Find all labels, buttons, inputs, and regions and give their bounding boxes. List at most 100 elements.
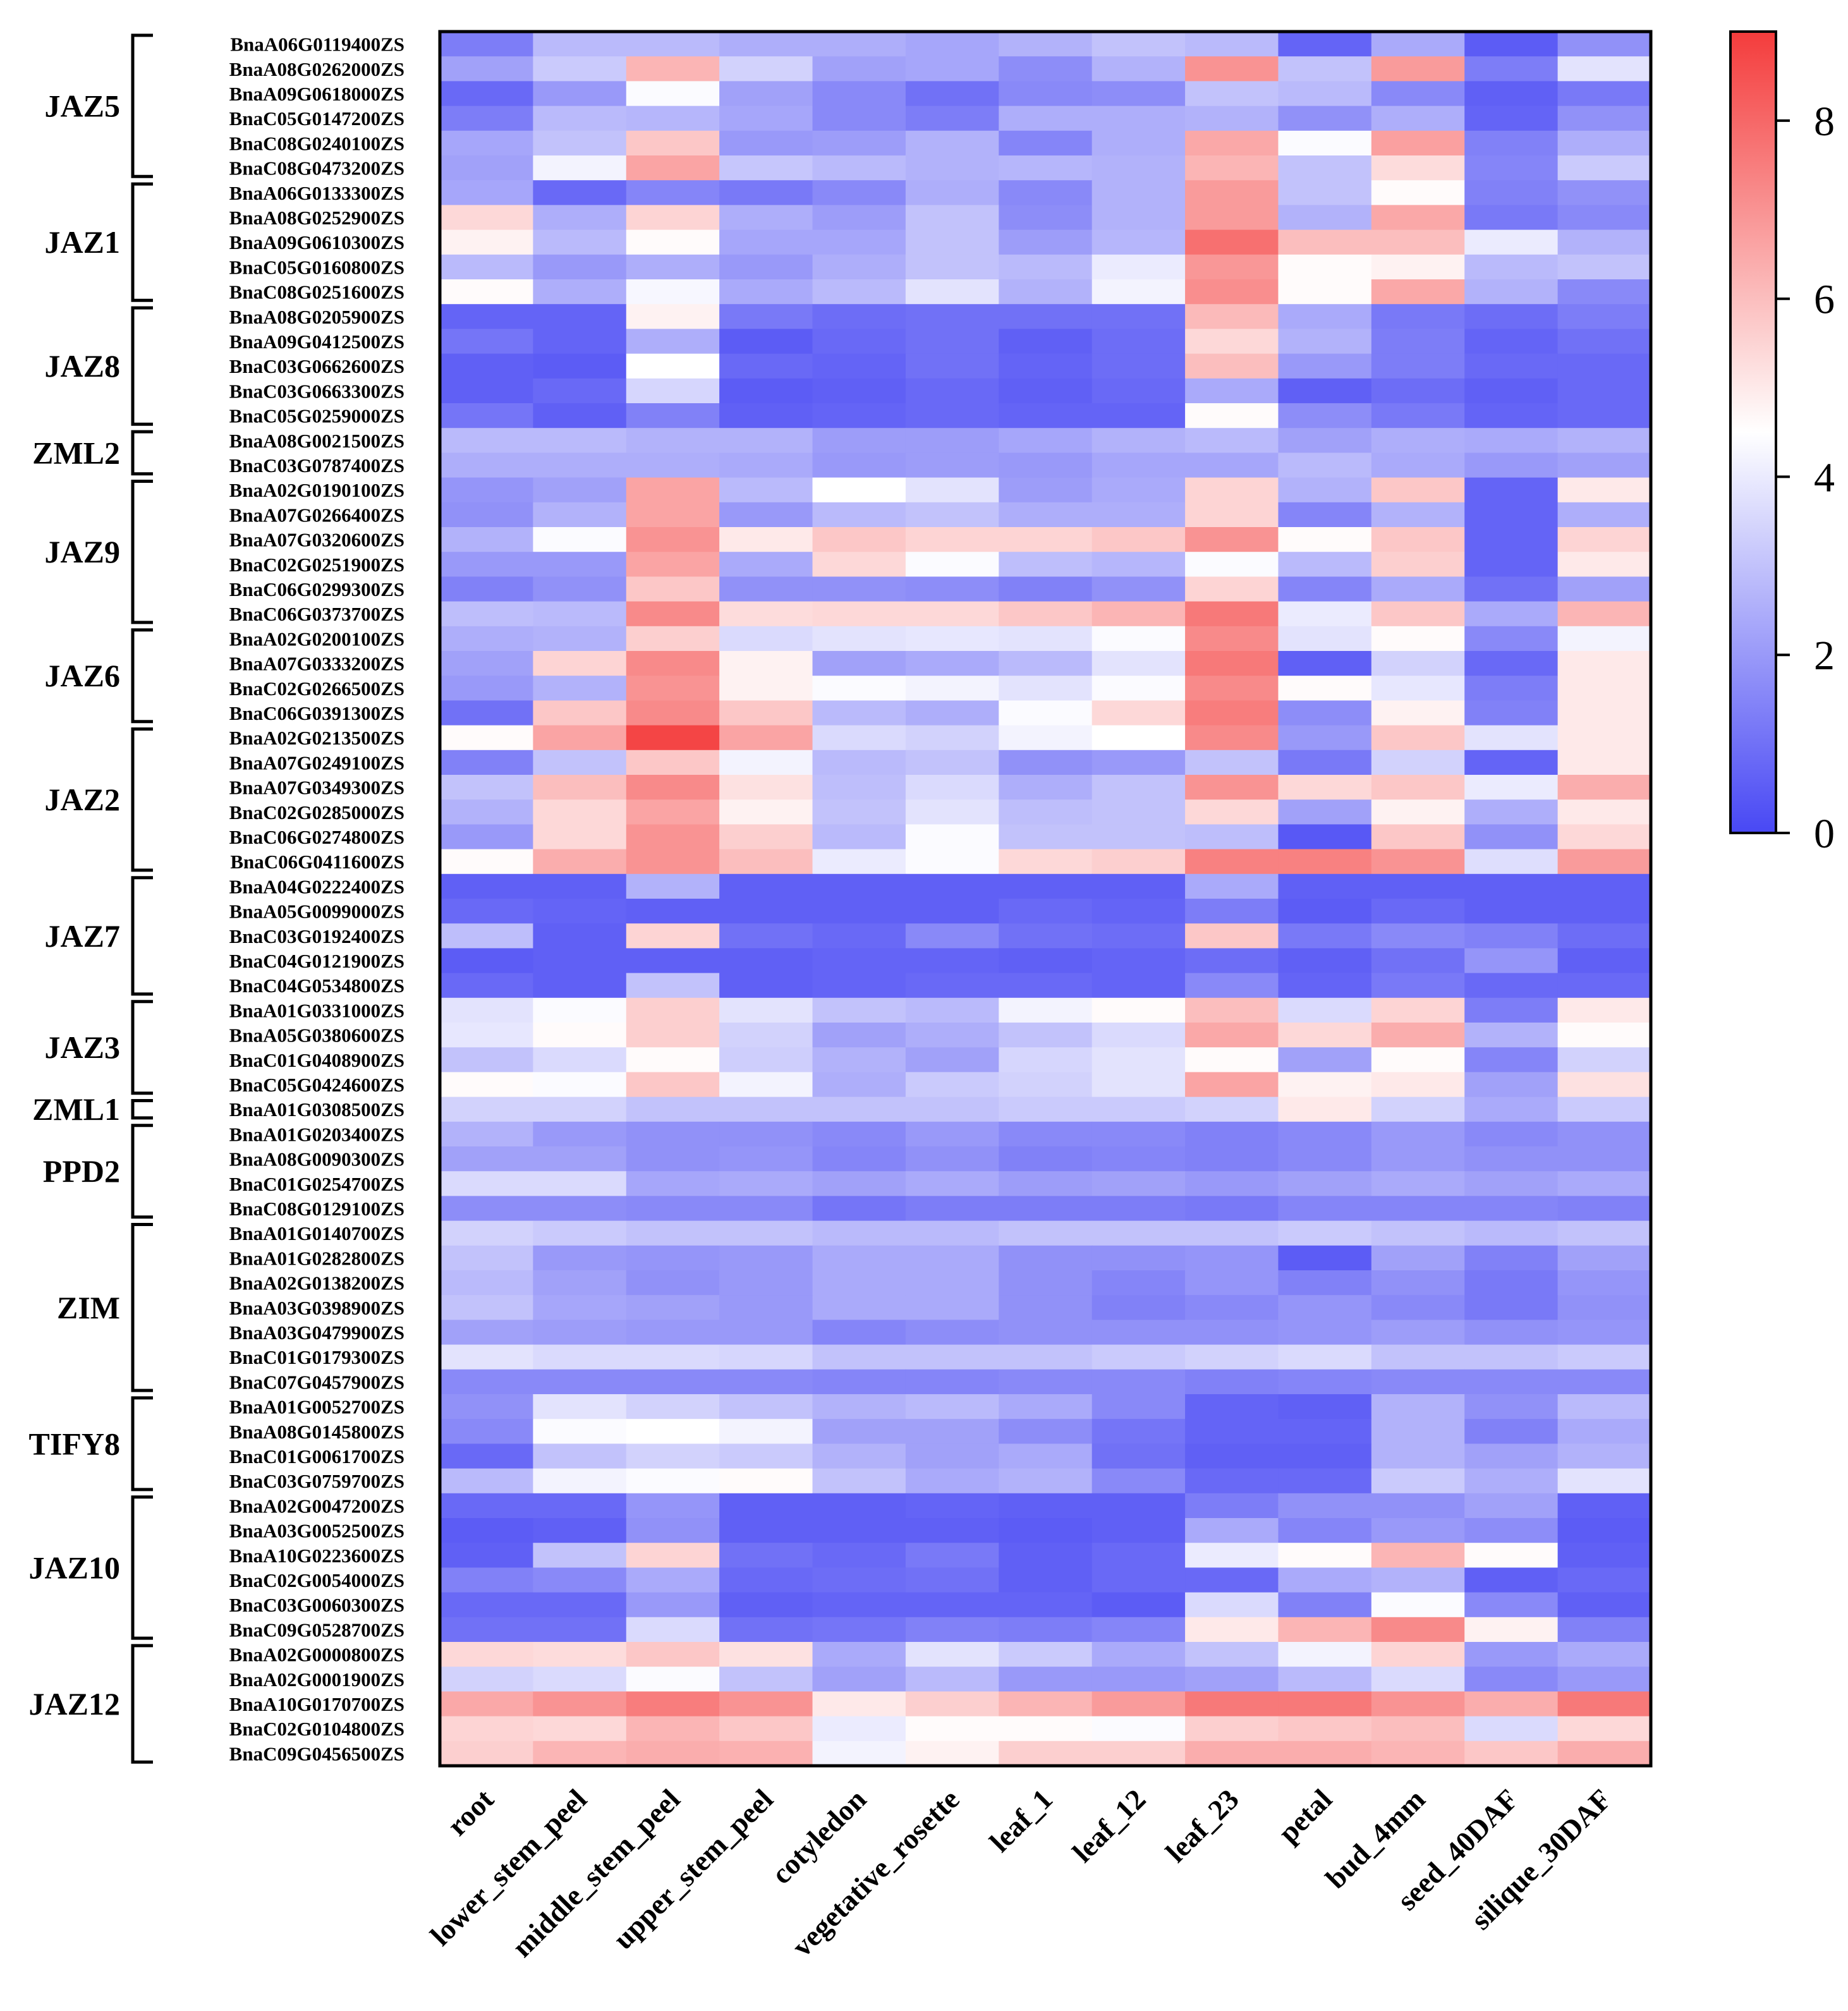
heatmap-cell: [719, 1121, 813, 1147]
group-label: JAZ5: [45, 88, 120, 124]
heatmap-cell: [1278, 1097, 1372, 1122]
heatmap-cell: [1278, 651, 1372, 676]
heatmap-cell: [999, 304, 1093, 329]
heatmap-cell: [1091, 626, 1186, 652]
heatmap-cell: [1091, 1567, 1186, 1593]
heatmap-cell: [1557, 750, 1651, 775]
heatmap-cell: [626, 1642, 720, 1667]
heatmap-cell: [812, 626, 906, 652]
heatmap-cell: [812, 229, 906, 255]
heatmap-cell: [999, 1691, 1093, 1717]
heatmap-cell: [1091, 180, 1186, 205]
heatmap-cell: [999, 1320, 1093, 1346]
heatmap-cell: [1557, 304, 1651, 329]
heatmap-cell: [440, 304, 533, 329]
heatmap-cell: [1278, 81, 1372, 107]
heatmap-cell: [626, 676, 720, 701]
heatmap-cell: [1185, 180, 1279, 205]
heatmap-cell: [1464, 1642, 1559, 1667]
colorbar: 0 2 4 6 8: [1729, 30, 1835, 857]
heatmap-cell: [1278, 106, 1372, 131]
heatmap-cell: [1185, 32, 1279, 57]
heatmap-cell: [905, 477, 999, 503]
heatmap-cell: [1371, 229, 1465, 255]
group-label: JAZ3: [45, 1030, 120, 1065]
heatmap-cell: [999, 1047, 1093, 1072]
heatmap-cell: [812, 1741, 906, 1766]
heatmap-cell: [1557, 552, 1651, 577]
heatmap-cell: [1091, 824, 1186, 850]
row-label: BnaA01G0140700ZS: [229, 1222, 404, 1244]
heatmap-cell: [533, 1443, 627, 1469]
heatmap-cell: [626, 1493, 720, 1519]
heatmap-cell: [719, 329, 813, 355]
heatmap-cell: [905, 502, 999, 528]
heatmap-cell: [1557, 1419, 1651, 1444]
heatmap-cell: [626, 1047, 720, 1072]
heatmap-cell: [999, 1196, 1093, 1222]
heatmap-cell: [1464, 1419, 1559, 1444]
heatmap-cell: [533, 849, 627, 875]
heatmap-cell: [533, 1121, 627, 1147]
heatmap-cell: [719, 676, 813, 701]
heatmap-cell: [1091, 1741, 1186, 1766]
heatmap-cell: [1464, 453, 1559, 478]
group-bracket: [131, 182, 153, 302]
heatmap-cell: [812, 254, 906, 280]
heatmap-cell: [440, 1567, 533, 1593]
heatmap-cell: [1371, 1369, 1465, 1395]
heatmap-cell: [440, 155, 533, 181]
heatmap-cell: [533, 1518, 627, 1543]
row-label: BnaC08G0473200ZS: [229, 157, 404, 179]
heatmap-cell: [440, 923, 533, 949]
heatmap-cell: [999, 1295, 1093, 1320]
heatmap-cell: [905, 106, 999, 131]
heatmap-cell: [1091, 304, 1186, 329]
heatmap-cell: [1278, 428, 1372, 453]
heatmap-cell: [1371, 899, 1465, 924]
heatmap-cell: [440, 849, 533, 875]
heatmap-cell: [1185, 1394, 1279, 1419]
heatmap-cell: [1091, 205, 1186, 231]
heatmap-cell: [1371, 676, 1465, 701]
row-label: BnaC04G0534800ZS: [229, 975, 404, 997]
row-label: BnaC01G0061700ZS: [229, 1445, 404, 1467]
heatmap-cell: [905, 1493, 999, 1519]
heatmap-cell: [533, 1072, 627, 1098]
heatmap-cell: [719, 1592, 813, 1618]
heatmap-cell: [719, 527, 813, 552]
heatmap-cell: [626, 502, 720, 528]
row-label: BnaA01G0203400ZS: [229, 1123, 404, 1145]
heatmap-cell: [533, 997, 627, 1023]
heatmap-cell: [1371, 775, 1465, 800]
heatmap-cell: [533, 750, 627, 775]
heatmap-cell: [1371, 750, 1465, 775]
heatmap-cell: [1371, 1691, 1465, 1717]
heatmap-cell: [1464, 32, 1559, 57]
heatmap-cell: [812, 1468, 906, 1494]
heatmap-cell: [440, 403, 533, 428]
heatmap-cell: [719, 576, 813, 602]
heatmap-cell: [719, 948, 813, 974]
heatmap-cell: [999, 1592, 1093, 1618]
heatmap-cell: [1464, 527, 1559, 552]
row-label: BnaA07G0333200ZS: [229, 653, 404, 675]
heatmap-cell: [905, 155, 999, 181]
heatmap-cell: [812, 1220, 906, 1246]
heatmap-cell: [1464, 1667, 1559, 1692]
group-bracket: [131, 33, 153, 178]
heatmap-cells: [440, 32, 1651, 1766]
heatmap-cell: [1557, 1691, 1651, 1717]
group-label: JAZ7: [45, 918, 120, 954]
heatmap-cell: [1278, 1121, 1372, 1147]
heatmap-cell: [1557, 1023, 1651, 1048]
heatmap-cell: [812, 1023, 906, 1048]
heatmap-cell: [719, 353, 813, 379]
heatmap-cell: [1371, 824, 1465, 850]
heatmap-cell: [1464, 1369, 1559, 1395]
heatmap-cell: [1464, 1543, 1559, 1568]
heatmap-cell: [1091, 428, 1186, 453]
heatmap-cell: [440, 1047, 533, 1072]
heatmap-cell: [1464, 824, 1559, 850]
heatmap-cell: [1278, 1320, 1372, 1346]
